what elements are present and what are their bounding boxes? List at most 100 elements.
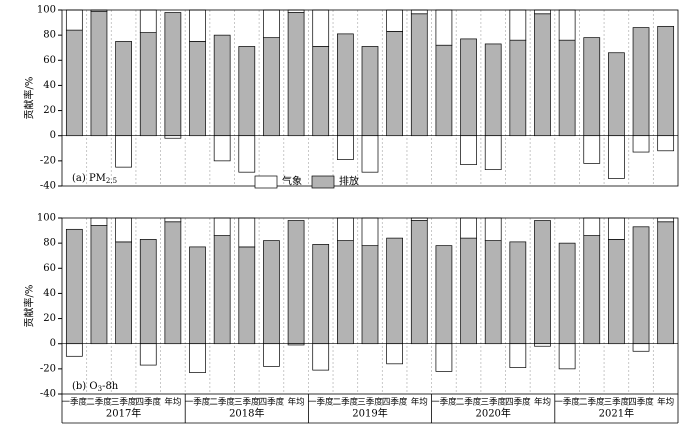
x-tick-label: 一季度 (431, 397, 457, 408)
bar-meteorology (263, 343, 280, 367)
bar-meteorology (312, 9, 330, 47)
bar-emission (608, 52, 625, 137)
bar-emission (484, 43, 502, 137)
y-tick-label: 80 (43, 238, 56, 249)
bar-meteorology (337, 135, 354, 160)
x-tick-label: 四季度 (505, 397, 531, 408)
y-tick-label: 40 (43, 80, 56, 91)
bar-meteorology (90, 217, 108, 226)
x-tick-label: 年均 (164, 397, 181, 408)
bar-emission (164, 12, 182, 137)
bar-meteorology (361, 217, 379, 247)
x-tick-label: 四季度 (628, 397, 654, 408)
y-axis-label: 贡献率/% (23, 77, 36, 120)
bar-meteorology (460, 135, 477, 165)
bar-meteorology (657, 217, 675, 223)
bar-meteorology (164, 135, 182, 139)
y-tick-label: 0 (50, 130, 56, 141)
x-tick-label: 四季度 (135, 397, 161, 408)
bar-meteorology (361, 135, 379, 173)
bar-meteorology (337, 217, 354, 241)
bar-meteorology (115, 135, 132, 168)
bar-emission (386, 31, 403, 137)
y-tick-label: 100 (37, 5, 56, 16)
bar-emission (608, 239, 625, 345)
y-tick-label: 100 (37, 213, 56, 224)
bar-emission (558, 242, 576, 345)
bar-meteorology (238, 135, 256, 173)
bar-meteorology (534, 343, 551, 347)
group-label: 2021年 (599, 407, 634, 420)
plot-frame (61, 9, 679, 187)
legend-swatch (311, 175, 335, 189)
bar-meteorology (115, 217, 132, 243)
bar-meteorology (632, 135, 650, 153)
bar-meteorology (632, 343, 650, 352)
bar-emission (115, 241, 132, 345)
bar-emission (337, 240, 354, 345)
x-tick-label: 年均 (657, 397, 674, 408)
bar-emission (509, 39, 527, 137)
x-tick-label: 四季度 (259, 397, 285, 408)
panel-label-part: (b) O (72, 381, 98, 392)
panel-label-part: -8h (102, 381, 119, 392)
bar-emission (460, 38, 477, 137)
bar-meteorology (386, 9, 403, 32)
y-tick-label: 0 (50, 338, 56, 349)
y-tick-label: -40 (40, 181, 56, 192)
bar-meteorology (189, 343, 206, 373)
bar-meteorology (657, 135, 675, 152)
group-label: 2018年 (229, 407, 264, 420)
bar-meteorology (65, 9, 83, 31)
bar-meteorology (410, 9, 428, 15)
bar-meteorology (558, 343, 576, 370)
bar-emission (632, 226, 650, 345)
x-tick-label: 二季度 (209, 397, 235, 408)
bar-emission (213, 34, 231, 137)
bar-meteorology (484, 135, 502, 171)
bar-emission (287, 220, 305, 345)
panel-label-part: (a) PM (72, 173, 106, 184)
y-axis-label: 贡献率/% (23, 285, 36, 328)
bar-meteorology (558, 9, 576, 41)
bar-meteorology (386, 343, 403, 365)
panel-label-part: 2.5 (106, 177, 117, 185)
bar-emission (484, 240, 502, 345)
bar-meteorology (509, 343, 527, 368)
bar-emission (139, 239, 157, 345)
bar-emission (90, 10, 108, 137)
bar-emission (65, 228, 83, 345)
group-label: 2017年 (106, 407, 141, 420)
bar-emission (410, 220, 428, 345)
bar-emission (312, 46, 330, 137)
bar-emission (287, 12, 305, 137)
bar-meteorology (583, 217, 601, 236)
bar-emission (361, 46, 379, 137)
bar-emission (509, 241, 527, 345)
legend-swatch (254, 175, 278, 189)
bar-meteorology (583, 135, 601, 164)
y-tick-label: 20 (43, 105, 56, 116)
bar-meteorology (608, 217, 625, 240)
bar-emission (164, 221, 182, 345)
bar-emission (263, 37, 280, 137)
x-tick-label: 一季度 (62, 397, 88, 408)
bar-emission (435, 44, 453, 137)
bar-emission (410, 13, 428, 137)
x-tick-label: 三季度 (111, 397, 137, 408)
x-tick-label: 二季度 (456, 397, 482, 408)
bar-emission (238, 246, 256, 345)
y-tick-label: -20 (40, 155, 56, 166)
y-tick-label: 60 (43, 55, 56, 66)
panel-label-part: 3 (98, 385, 102, 393)
bar-meteorology (189, 9, 206, 42)
bar-meteorology (213, 135, 231, 162)
y-tick-label: -40 (40, 389, 56, 400)
y-tick-label: 80 (43, 30, 56, 41)
x-tick-label: 一季度 (554, 397, 580, 408)
bar-emission (115, 41, 132, 137)
bar-meteorology (139, 343, 157, 366)
x-tick-label: 年均 (288, 397, 305, 408)
bar-emission (263, 240, 280, 345)
